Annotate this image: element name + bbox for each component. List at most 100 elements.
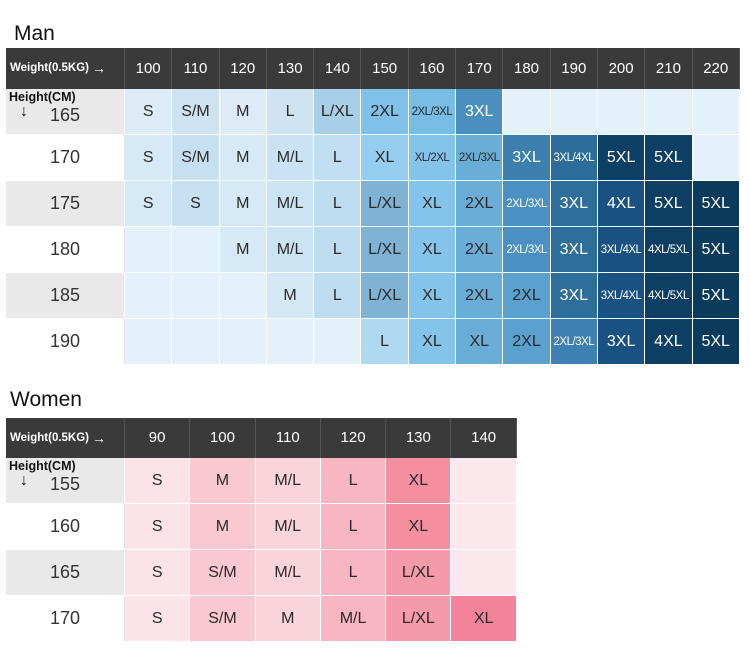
man-size-cell: L	[266, 89, 315, 135]
man-size-cell	[219, 319, 267, 365]
man-weight-header: 180	[503, 48, 551, 89]
women-height-row-header: 165	[6, 550, 125, 596]
women-size-cell: M/L	[320, 596, 387, 642]
man-height-value: 170	[49, 147, 81, 167]
man-size-cell	[692, 89, 740, 135]
man-size-cell: 5XL	[692, 181, 740, 227]
women-weight-header: 90	[125, 418, 191, 458]
women-size-cell: L/XL	[386, 596, 452, 642]
man-weight-header: 100	[125, 48, 173, 89]
man-size-cell	[266, 319, 315, 365]
man-size-cell: 2XL/3XL	[408, 89, 457, 135]
right-arrow-icon: →	[92, 60, 107, 76]
man-size-cell: 3XL	[550, 181, 598, 227]
man-size-cell: M	[219, 135, 267, 181]
man-size-cell: 2XL	[503, 273, 551, 319]
man-size-cell: M	[219, 181, 267, 227]
women-size-cell	[451, 458, 517, 504]
man-size-cell: 4XL	[645, 319, 693, 365]
man-height-row-header: 190	[6, 319, 125, 365]
women-height-row-header: Height(CM) ↓ 155	[6, 458, 125, 504]
man-size-cell: S	[125, 181, 173, 227]
man-size-cell: 3XL	[456, 89, 504, 135]
man-size-cell: 2XL/3XL	[503, 181, 551, 227]
man-height-value: 165	[49, 105, 81, 125]
man-size-cell: 3XL/4XL	[597, 273, 646, 319]
man-size-cell: 3XL	[597, 319, 646, 365]
man-size-cell: XL	[408, 319, 457, 365]
man-size-cell: XL/2XL	[408, 135, 457, 181]
women-size-cell: L	[320, 458, 387, 504]
women-size-cell: S	[125, 550, 191, 596]
women-size-cell: L/XL	[386, 550, 452, 596]
man-size-cell: M	[266, 273, 315, 319]
man-size-cell: 2XL/3XL	[550, 319, 598, 365]
man-size-cell: 5XL	[597, 135, 646, 181]
man-height-label: Height(CM)	[9, 90, 76, 104]
women-height-value: 155	[49, 474, 81, 494]
man-size-cell: 5XL	[692, 273, 740, 319]
man-height-row-header: Height(CM) ↓ 165	[6, 89, 125, 135]
man-height-row-header: 175	[6, 181, 125, 227]
man-size-cell: S/M	[172, 89, 220, 135]
man-size-cell: M/L	[266, 227, 315, 273]
women-size-cell	[451, 504, 517, 550]
women-size-cell: S/M	[190, 550, 256, 596]
women-height-row-header: 170	[6, 596, 125, 642]
man-weight-header: 110	[172, 48, 220, 89]
women-size-cell: M/L	[255, 550, 321, 596]
man-size-cell	[645, 89, 693, 135]
women-weight-header: 140	[451, 418, 517, 458]
man-size-cell	[692, 135, 740, 181]
man-size-cell: 3XL	[503, 135, 551, 181]
man-size-cell: 3XL	[550, 227, 598, 273]
man-size-cell	[172, 319, 220, 365]
man-height-row-header: 185	[6, 273, 125, 319]
man-size-cell: XL	[408, 227, 457, 273]
man-size-cell	[550, 89, 598, 135]
man-size-cell	[125, 227, 173, 273]
women-size-chart: Weight(0.5KG) → 90 100 110 120 130 140 Height(CM…	[6, 418, 517, 642]
women-weight-header: 130	[386, 418, 452, 458]
man-section-title: Man	[14, 22, 55, 45]
man-height-row-header: 170	[6, 135, 125, 181]
man-weight-header: 120	[219, 48, 267, 89]
women-height-value: 160	[49, 516, 81, 536]
man-weight-corner-label: Weight(0.5KG) →	[6, 48, 125, 89]
women-section-title: Women	[10, 388, 82, 411]
man-size-cell: 2XL	[503, 319, 551, 365]
man-size-cell: M	[219, 227, 267, 273]
man-size-cell: 3XL/4XL	[550, 135, 598, 181]
women-height-value: 165	[49, 562, 81, 582]
man-size-cell: 3XL/4XL	[597, 227, 646, 273]
right-arrow-icon: →	[92, 429, 107, 446]
women-weight-header: 110	[255, 418, 321, 458]
women-height-label: Height(CM)	[9, 459, 76, 473]
women-height-value: 170	[49, 608, 81, 628]
man-size-cell	[503, 89, 551, 135]
man-weight-header: 210	[645, 48, 693, 89]
man-size-cell: S/M	[172, 135, 220, 181]
man-weight-header: 150	[361, 48, 409, 89]
man-weight-header: 130	[266, 48, 315, 89]
women-weight-header: 100	[190, 418, 256, 458]
down-arrow-icon: ↓	[20, 103, 28, 120]
man-size-cell: XL	[361, 135, 409, 181]
women-size-cell: M/L	[255, 504, 321, 550]
man-size-cell: L/XL	[361, 227, 409, 273]
man-size-cell: M	[219, 89, 267, 135]
down-arrow-icon: ↓	[20, 472, 28, 489]
women-size-cell: XL	[386, 458, 452, 504]
women-size-cell: M	[190, 504, 256, 550]
man-size-cell: 2XL	[456, 227, 504, 273]
women-size-cell: XL	[386, 504, 452, 550]
women-size-cell: L	[320, 550, 387, 596]
women-size-cell: S	[125, 458, 191, 504]
man-size-cell: 2XL	[361, 89, 409, 135]
man-size-cell: L	[314, 181, 362, 227]
man-size-cell: 2XL/3XL	[456, 135, 504, 181]
man-size-cell: 2XL/3XL	[503, 227, 551, 273]
man-size-cell: S	[125, 89, 173, 135]
man-weight-header: 200	[597, 48, 646, 89]
man-size-cell: 4XL/5XL	[645, 227, 693, 273]
